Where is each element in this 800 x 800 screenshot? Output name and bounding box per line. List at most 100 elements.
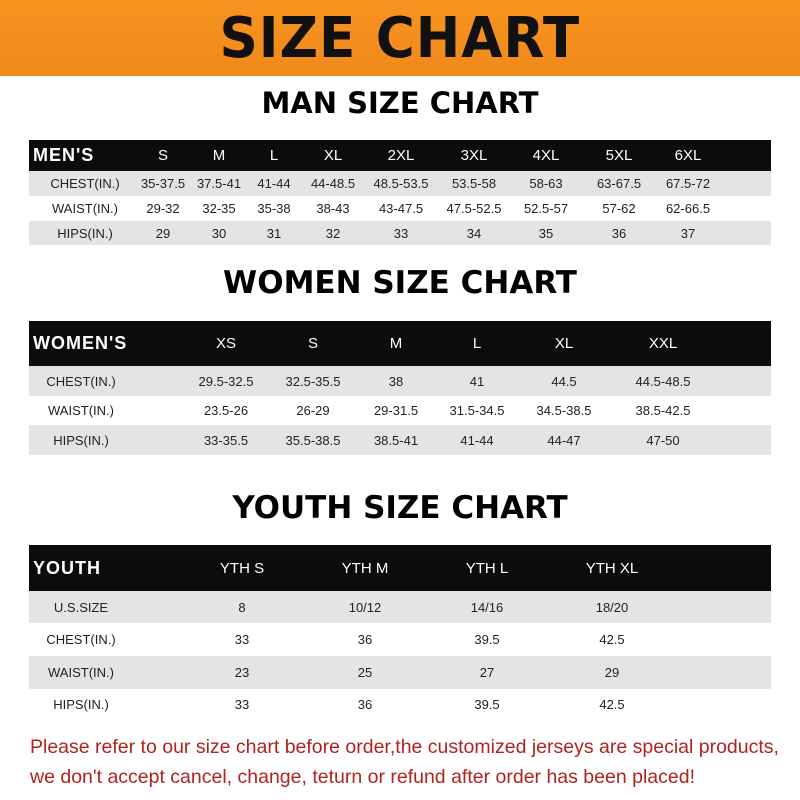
table-cell: 18/20 xyxy=(595,599,629,615)
table-cell: 32 xyxy=(325,225,341,241)
size-header: XL xyxy=(554,335,574,352)
size-header: L xyxy=(269,147,279,164)
table-cell: 38.5-42.5 xyxy=(635,403,691,418)
row-label: HIPS(IN.) xyxy=(53,696,109,712)
table-cell: 52.5-57 xyxy=(523,201,569,216)
women-size-table: WOMEN'S XS S M L XL XXL CHEST(IN.) 29.5-32.5 32.5… xyxy=(29,321,771,455)
table-cell: 38.5-41 xyxy=(373,432,419,448)
table-cell: 44.5 xyxy=(551,373,577,389)
table-cell: 33 xyxy=(234,632,250,647)
table-header-label: MEN'S xyxy=(33,145,95,165)
table-cell: 38-43 xyxy=(316,201,350,216)
row-label: HIPS(IN.) xyxy=(57,225,113,241)
table-header-row: YOUTH YTH S YTH M YTH L YTH XL xyxy=(29,545,771,591)
row-label: CHEST(IN.) xyxy=(50,176,120,191)
table-cell: 35.5-38.5 xyxy=(285,432,341,448)
table-cell: 39.5 xyxy=(474,696,500,712)
table-cell: 32-35 xyxy=(202,201,236,216)
table-cell: 8 xyxy=(238,599,246,615)
table-cell: 37.5-41 xyxy=(196,176,242,191)
table-cell: 53.5-58 xyxy=(451,176,497,191)
size-header: YTH L xyxy=(465,559,509,577)
size-header: YTH S xyxy=(219,559,265,577)
row-label: CHEST(IN.) xyxy=(46,373,116,389)
table-cell: 63-67.5 xyxy=(596,176,642,191)
table-cell: 41-44 xyxy=(460,432,494,448)
table-cell: 57-62 xyxy=(602,201,636,216)
size-header: YTH XL xyxy=(585,559,639,577)
size-header: XXL xyxy=(648,335,678,352)
table-row: U.S.SIZE 8 10/12 14/16 18/20 xyxy=(29,591,771,623)
title-banner: SIZE CHART xyxy=(0,0,800,76)
row-label: WAIST(IN.) xyxy=(48,403,114,418)
table-row: CHEST(IN.) 29.5-32.5 32.5-35.5 38 41 44.5 44.5… xyxy=(29,366,771,396)
table-row: HIPS(IN.) 33 36 39.5 42.5 xyxy=(29,689,771,719)
row-label: WAIST(IN.) xyxy=(52,201,118,216)
row-label: CHEST(IN.) xyxy=(46,632,116,647)
table-cell: 29.5-32.5 xyxy=(198,373,254,389)
table-row: CHEST(IN.) 35-37.5 37.5-41 41-44 44-48.5 48.5… xyxy=(29,171,771,196)
youth-heading: YOUTH SIZE CHART xyxy=(232,490,568,526)
table-cell: 48.5-53.5 xyxy=(373,176,429,191)
table-cell: 47-50 xyxy=(646,432,680,448)
table-cell: 42.5 xyxy=(599,696,625,712)
table-cell: 32.5-35.5 xyxy=(285,373,341,389)
table-cell: 33 xyxy=(234,696,250,712)
table-cell: 33 xyxy=(393,225,409,241)
table-cell: 62-66.5 xyxy=(665,201,711,216)
size-header: M xyxy=(212,147,226,164)
size-header: 3XL xyxy=(460,147,488,164)
table-row: HIPS(IN.) 33-35.5 35.5-38.5 38.5-41 41-44 44-… xyxy=(29,425,771,455)
table-header-label: WOMEN'S xyxy=(33,333,128,353)
table-cell: 35 xyxy=(538,225,554,241)
size-header: 4XL xyxy=(532,147,560,164)
size-header: 5XL xyxy=(605,147,633,164)
table-cell: 23.5-26 xyxy=(203,403,249,418)
women-heading: WOMEN SIZE CHART xyxy=(223,265,577,301)
table-cell: 67.5-72 xyxy=(665,176,711,191)
table-cell: 23 xyxy=(234,665,250,680)
table-cell: 31 xyxy=(266,225,282,241)
note-line: Please refer to our size chart before or… xyxy=(30,736,779,758)
size-header: L xyxy=(472,335,482,352)
men-heading: MAN SIZE CHART xyxy=(261,86,539,120)
table-cell: 29 xyxy=(604,665,620,680)
row-label: WAIST(IN.) xyxy=(48,665,114,680)
table-cell: 38 xyxy=(388,373,404,389)
size-header: XS xyxy=(215,335,237,352)
size-header: 6XL xyxy=(674,147,702,164)
order-note: Please refer to our size chart before or… xyxy=(30,732,790,792)
table-cell: 29 xyxy=(155,225,171,241)
table-cell: 42.5 xyxy=(599,632,625,647)
table-header-row: MEN'S S M L XL 2XL 3XL 4XL 5XL 6XL xyxy=(29,140,771,171)
table-cell: 36 xyxy=(357,632,373,647)
table-cell: 43-47.5 xyxy=(378,201,424,216)
table-cell: 37 xyxy=(680,225,696,241)
table-cell: 44-48.5 xyxy=(310,176,356,191)
table-cell: 25 xyxy=(357,665,373,680)
table-cell: 39.5 xyxy=(474,632,500,647)
table-cell: 34.5-38.5 xyxy=(536,403,592,418)
table-cell: 33-35.5 xyxy=(203,432,249,448)
table-header-row: WOMEN'S XS S M L XL XXL xyxy=(29,321,771,366)
table-cell: 10/12 xyxy=(348,599,382,615)
table-cell: 27 xyxy=(479,665,495,680)
size-header: M xyxy=(389,335,403,352)
table-cell: 41 xyxy=(469,373,485,389)
table-cell: 35-37.5 xyxy=(140,176,186,191)
row-label: U.S.SIZE xyxy=(53,599,109,615)
table-cell: 29-31.5 xyxy=(373,403,419,418)
table-row: CHEST(IN.) 33 36 39.5 42.5 xyxy=(29,623,771,656)
table-cell: 29-32 xyxy=(146,201,180,216)
table-row: HIPS(IN.) 29 30 31 32 33 34 35 36 37 xyxy=(29,221,771,245)
size-header: S xyxy=(157,147,169,164)
row-label: HIPS(IN.) xyxy=(53,432,109,448)
table-cell: 26-29 xyxy=(296,403,330,418)
table-header-label: YOUTH xyxy=(33,557,101,578)
table-cell: 41-44 xyxy=(257,176,291,191)
table-cell: 58-63 xyxy=(529,176,563,191)
table-cell: 36 xyxy=(357,696,373,712)
size-header: S xyxy=(307,335,319,352)
table-cell: 44-47 xyxy=(547,432,581,448)
table-row: WAIST(IN.) 23 25 27 29 xyxy=(29,656,771,689)
